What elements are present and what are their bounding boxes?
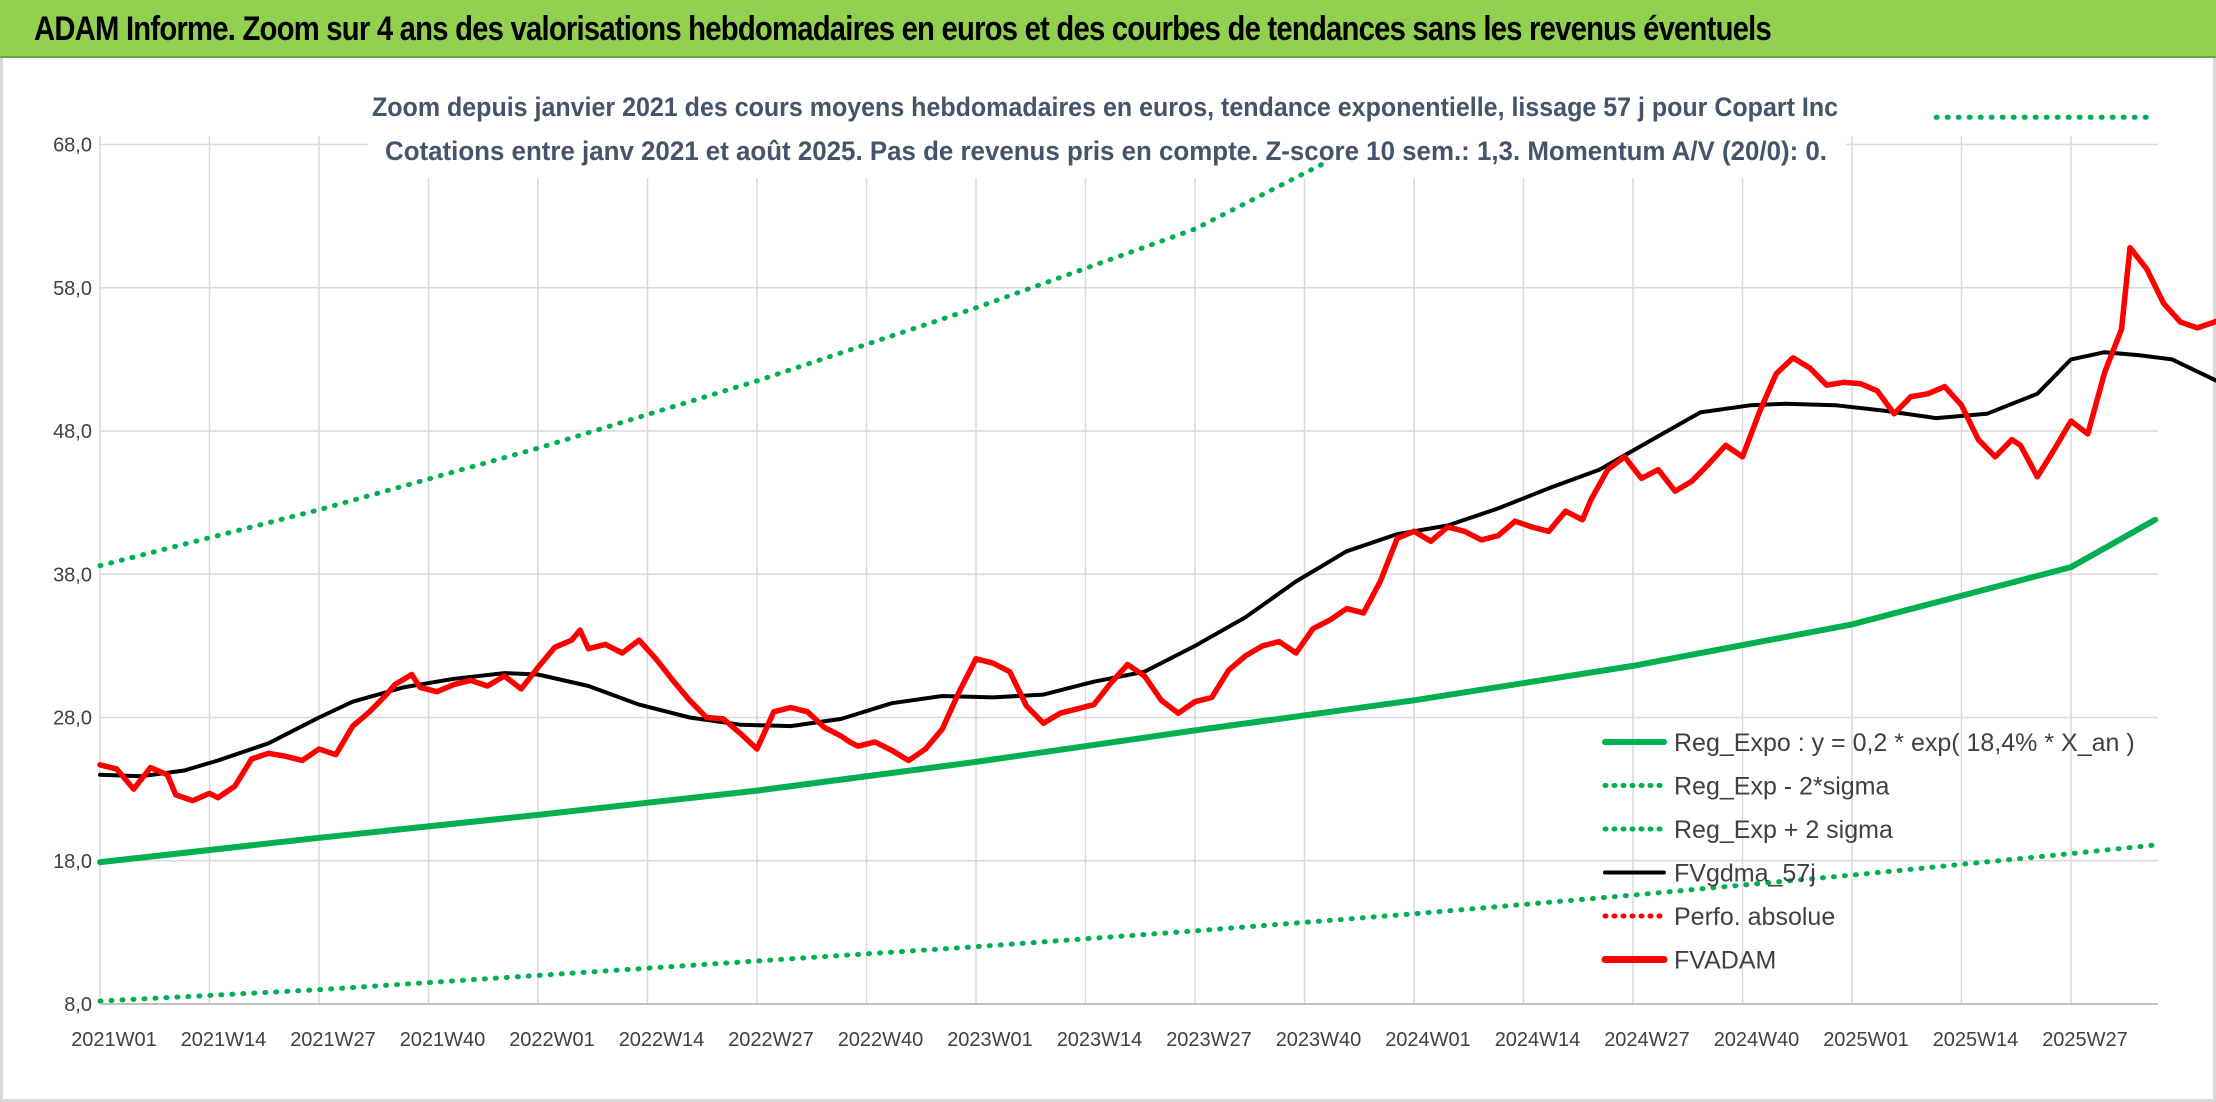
x-tick-label: 2023W27 — [1166, 1029, 1252, 1051]
legend-label: FVADAM — [1674, 947, 1776, 975]
x-tick-label: 2021W14 — [181, 1029, 267, 1051]
x-tick-label: 2023W40 — [1276, 1029, 1362, 1051]
x-tick-label: 2025W27 — [2042, 1029, 2128, 1051]
x-tick-label: 2022W14 — [619, 1029, 705, 1051]
chart-legend: Reg_Expo : y = 0,2 * exp( 18,4% * X_an )… — [1601, 729, 2135, 975]
trend-minus-2sigma-line — [97, 842, 2158, 1004]
y-tick-label: 48,0 — [53, 421, 92, 443]
x-tick-label: 2022W27 — [728, 1029, 814, 1051]
trend-regression-line — [97, 516, 2159, 866]
y-tick-label: 38,0 — [53, 564, 92, 586]
x-tick-label: 2022W40 — [838, 1029, 924, 1051]
chart-frame — [0, 58, 2216, 1102]
y-tick-label: 8,0 — [64, 994, 92, 1016]
x-tick-label: 2021W01 — [71, 1029, 157, 1051]
legend-label: Reg_Exp - 2*sigma — [1674, 773, 1889, 801]
x-tick-label: 2024W40 — [1714, 1029, 1800, 1051]
y-tick-label: 68,0 — [53, 135, 92, 157]
chart-axes: 8,0 18,0 28,0 38,0 48,0 58,0 68,0 2021W01 2021W1… — [53, 135, 2158, 1051]
x-tick-label: 2024W14 — [1495, 1029, 1581, 1051]
fvadam-line — [97, 244, 2216, 804]
y-tick-label: 28,0 — [53, 708, 92, 730]
chart-subtitle-line2: Cotations entre janv 2021 et août 2025. … — [385, 136, 1827, 166]
chart-series — [97, 114, 2216, 1004]
x-tick-label: 2024W27 — [1604, 1029, 1690, 1051]
chart-grid — [99, 86, 2158, 1005]
report-banner: ADAM Informe. Zoom sur 4 ans des valoris… — [0, 0, 2216, 58]
legend-label: Perfo. absolue — [1674, 903, 1835, 931]
y-tick-label: 18,0 — [53, 851, 92, 873]
x-tick-label: 2025W01 — [1823, 1029, 1909, 1051]
fvgdma-57j-line — [98, 350, 2216, 779]
subtitle-backdrop — [368, 86, 1846, 178]
x-tick-label: 2025W14 — [1933, 1029, 2019, 1051]
legend-label: Reg_Expo : y = 0,2 * exp( 18,4% * X_an ) — [1674, 729, 2135, 757]
report-title: ADAM Informe. Zoom sur 4 ans des valoris… — [34, 10, 1772, 48]
legend-label: FVgdma_57j — [1674, 860, 1816, 888]
x-tick-label: 2024W01 — [1385, 1029, 1471, 1051]
chart-subtitle-line1: Zoom depuis janvier 2021 des cours moyen… — [372, 92, 1838, 122]
x-tick-label: 2021W27 — [290, 1029, 376, 1051]
x-tick-label: 2023W01 — [947, 1029, 1033, 1051]
legend-label: Reg_Exp + 2 sigma — [1674, 816, 1893, 844]
x-tick-label: 2022W01 — [509, 1029, 595, 1051]
x-tick-label: 2021W40 — [400, 1029, 486, 1051]
x-tick-label: 2023W14 — [1057, 1029, 1143, 1051]
trend-plus-2sigma-line — [97, 157, 1333, 569]
y-tick-label: 58,0 — [53, 278, 92, 300]
